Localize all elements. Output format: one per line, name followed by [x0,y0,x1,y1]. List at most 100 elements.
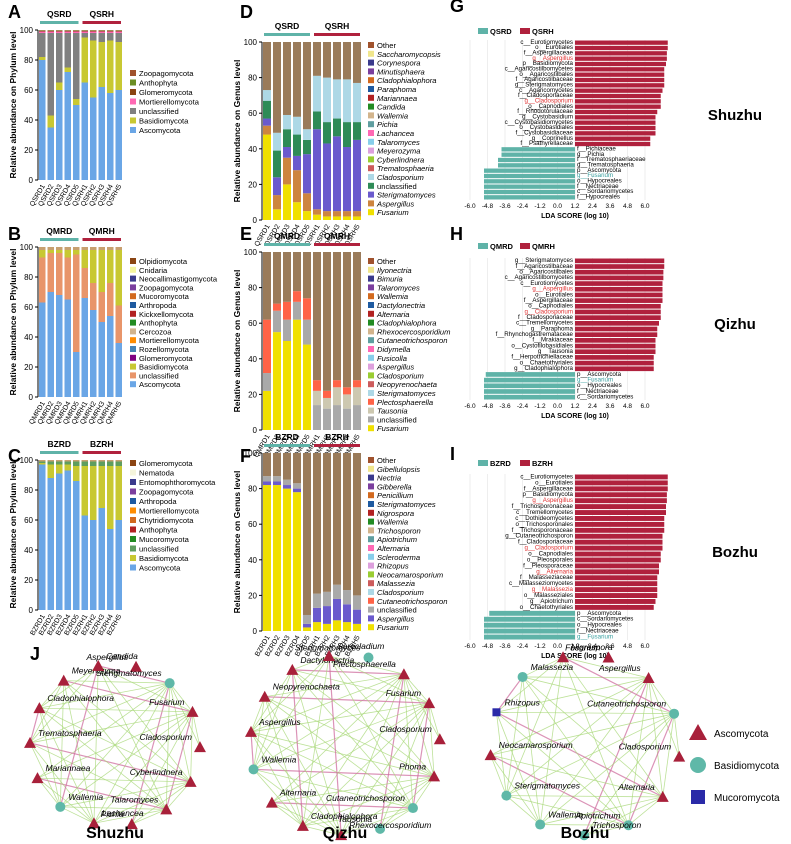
bar-segment [333,387,341,406]
bar-segment [81,31,88,33]
network-edge [583,713,675,836]
network-edge [302,655,330,826]
lda-bar [575,281,663,286]
bar-segment [107,247,114,250]
legend-swatch [368,59,374,66]
lda-label: f__Rhynchogastremataceae [496,331,574,338]
lda-label: c__Eurotiomycetes [520,39,573,46]
network-edge [291,669,304,826]
lda-bar [484,189,575,195]
legend-label: Ascomycota [139,380,181,389]
legend-label: unclassified [377,182,417,191]
network-edge [292,669,435,777]
lda-label: f__Nectriaceae [577,183,619,190]
legend-label: Tausonia [377,407,408,416]
bar-segment [81,250,88,268]
legend-label: Wallemia [377,518,408,527]
bar-segment [283,147,291,158]
legend-label: Sterigmatomyces [377,500,436,509]
bar-segment [98,42,105,87]
lda-bar [484,168,575,173]
bar-segment [343,79,351,123]
legend-swatch [368,130,374,136]
y-axis-label: Relative abundance on Phylum level [8,249,18,396]
bar-segment [303,154,311,194]
bar-segment [303,252,311,299]
x-tick-label: -4.8 [482,203,494,210]
bar-segment [283,485,291,489]
lda-bar [575,355,654,360]
y-tick-label: 60 [248,520,257,529]
lda-bar [575,545,663,551]
bar-segment [303,129,311,140]
x-tick-label: 2.4 [588,643,597,650]
bar-segment [353,405,361,430]
lda-bar [575,343,656,349]
legend-swatch [368,121,374,128]
legend-swatch [368,103,374,110]
group-label: BZRH [90,439,114,449]
network-edge [522,676,541,825]
legend-swatch [368,319,374,326]
bar-segment [64,464,71,471]
bar-segment [98,466,105,508]
lda-label: o__Hypocreales [577,622,622,629]
network-edge [341,807,414,836]
network-edge [562,657,629,826]
node-triangle [673,750,686,762]
network-edge [496,712,541,825]
network-edge [250,669,293,733]
bar-segment [323,408,331,430]
x-tick-label: 1.2 [570,203,579,210]
bar-segment [263,42,271,91]
bar-segment [293,42,301,117]
node-triangle [428,770,441,782]
lda-bar [575,480,668,486]
lda-label: f__Hypocreales [577,194,620,201]
legend-swatch [368,42,374,48]
lda-bar [575,604,654,610]
legend-swatch [368,615,374,622]
lda-bar [575,136,651,141]
lda-label: p__Ascomycota [577,371,622,378]
lda-label: f__Aspergillaceae [524,485,574,492]
network-edge [253,669,293,770]
bar-segment [313,622,321,631]
legend-swatch [478,28,488,34]
bar-segment [303,319,311,345]
bar-segment [81,460,88,462]
bar-segment [90,40,97,98]
node-label: Phoma [399,761,426,771]
legend-swatch [368,293,374,300]
lda-label: f__Cladosporiaceae [518,92,574,99]
lda-bar [575,326,658,332]
node-triangle [286,663,299,675]
network-edge [428,702,441,740]
bar-segment [107,466,114,529]
network-edge [505,676,523,796]
y-tick-label: 80 [24,486,33,495]
legend-label: Mucoromycota [139,292,190,301]
network-edge [506,677,649,796]
bar-segment [343,122,351,148]
lda-bar [484,634,575,640]
network-edge [522,676,675,715]
y-tick-label: 80 [24,273,33,282]
lda-bar [575,557,661,563]
legend-swatch [520,28,530,34]
lda-label: o__Eurotiales [535,44,573,51]
bar-segment [323,397,331,409]
network-edge [379,702,430,830]
region-label: Qizhu [714,316,756,333]
bar-segment [90,97,97,180]
lda-bar [575,498,667,504]
legend-label: Trichosporon [377,526,421,535]
network-edge [496,656,564,713]
legend-swatch [368,580,374,587]
x-tick-label: -3.6 [499,403,511,410]
node-triangle [186,705,199,717]
lda-bar [575,104,661,109]
network-edge [60,806,167,810]
network-edge [496,711,629,826]
